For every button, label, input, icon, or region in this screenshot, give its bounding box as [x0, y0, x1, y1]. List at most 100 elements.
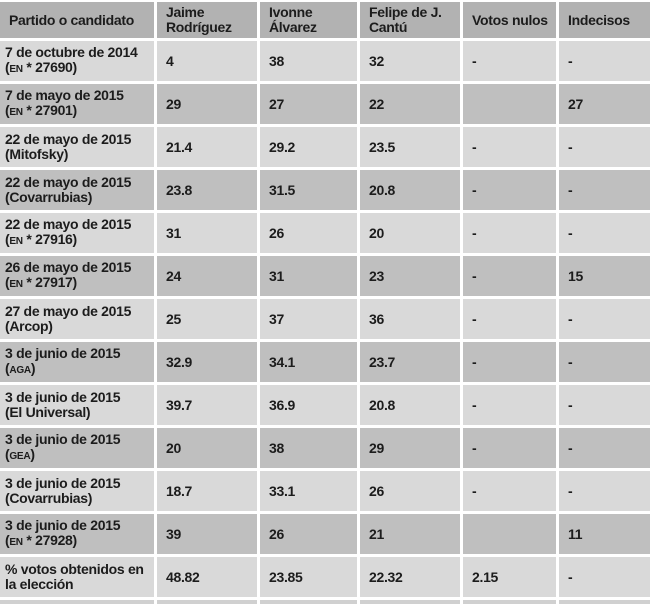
row-date-label: 22 de mayo de 2015 [5, 174, 132, 190]
column-header-indecisos: Indecisos [559, 2, 650, 38]
value-cell: 23.5 [360, 127, 460, 167]
value-cell: 20.8 [360, 170, 460, 210]
value-cell: - [463, 213, 556, 253]
value-cell: 22.32 [360, 557, 460, 597]
column-header-jaime-rodriguez: Jaime Rodríguez [157, 2, 257, 38]
row-source-label: (EN * 27917) [5, 274, 77, 291]
value-cell: - [463, 471, 556, 511]
value-cell: 26 [260, 514, 357, 554]
row-label-cell: 27 de mayo de 2015 (Arcop) [0, 299, 154, 339]
row-label-cell: 3 de junio de 2015 (El Universal) [0, 385, 154, 425]
value-cell: 31 [157, 213, 257, 253]
row-label-cell: 3 de junio de 2015 (GEA) [0, 428, 154, 468]
value-cell: 36.9 [260, 385, 357, 425]
value-cell: 34.1 [260, 342, 357, 382]
value-cell: 23.8 [157, 170, 257, 210]
column-header-label: Ivonne Álvarez [269, 4, 317, 35]
value-cell [463, 84, 556, 124]
value-cell: - [463, 385, 556, 425]
column-header-label: Votos nulos [472, 11, 548, 28]
row-date-label: 3 de junio de 2015 [5, 475, 121, 491]
partial-row-strip [360, 600, 460, 604]
column-header-felipe-cantu: Felipe de J. Cantú [360, 2, 460, 38]
value-cell: - [463, 41, 556, 81]
row-date-label: 22 de mayo de 2015 [5, 131, 132, 147]
value-cell: 23.85 [260, 557, 357, 597]
value-cell: 31 [260, 256, 357, 296]
value-cell: - [559, 385, 650, 425]
value-cell: 20 [157, 428, 257, 468]
value-cell: - [463, 170, 556, 210]
value-cell: - [559, 213, 650, 253]
row-label-cell: 3 de junio de 2015 (Covarrubias) [0, 471, 154, 511]
column-header-label: Partido o candidato [9, 11, 134, 28]
value-cell: - [559, 127, 650, 167]
row-source-label: (Covarrubias) [5, 490, 93, 506]
value-cell: - [559, 170, 650, 210]
value-cell: - [463, 342, 556, 382]
row-date-label: 22 de mayo de 2015 [5, 216, 132, 232]
row-label-cell: 22 de mayo de 2015 (EN * 27916) [0, 213, 154, 253]
row-label-cell: 26 de mayo de 2015 (EN * 27917) [0, 256, 154, 296]
row-source-label: (El Universal) [5, 404, 91, 420]
value-cell: 27 [559, 84, 650, 124]
partial-row-strip [463, 600, 556, 604]
column-header-ivonne-alvarez: Ivonne Álvarez [260, 2, 357, 38]
row-date-label: 27 de mayo de 2015 [5, 303, 132, 319]
value-cell: 29 [360, 428, 460, 468]
row-date-label: 3 de junio de 2015 [5, 345, 121, 361]
partial-row-strip [260, 600, 357, 604]
value-cell: 23 [360, 256, 460, 296]
value-cell: - [463, 127, 556, 167]
row-source-label: (EN * 27690) [5, 59, 77, 76]
value-cell: 21.4 [157, 127, 257, 167]
value-cell: 11 [559, 514, 650, 554]
row-date-label: 7 de mayo de 2015 [5, 87, 124, 103]
value-cell: 39 [157, 514, 257, 554]
value-cell: 24 [157, 256, 257, 296]
row-source-label: (EN * 27916) [5, 231, 77, 248]
row-date-label: 26 de mayo de 2015 [5, 259, 132, 275]
value-cell: 20 [360, 213, 460, 253]
row-source-label: (EN * 27928) [5, 532, 77, 549]
value-cell: 26 [260, 213, 357, 253]
row-label-cell: 7 de octubre de 2014 (EN * 27690) [0, 41, 154, 81]
value-cell: 48.82 [157, 557, 257, 597]
row-date-label: 3 de junio de 2015 [5, 517, 121, 533]
value-cell: 26 [360, 471, 460, 511]
row-date-label: 3 de junio de 2015 [5, 431, 121, 447]
row-source-label: (GEA) [5, 446, 35, 463]
value-cell: 29.2 [260, 127, 357, 167]
row-label-cell: 22 de mayo de 2015 (Mitofsky) [0, 127, 154, 167]
row-date-label: 3 de junio de 2015 [5, 389, 121, 405]
value-cell: 25 [157, 299, 257, 339]
column-header-partido: Partido o candidato [0, 2, 154, 38]
value-cell: 31.5 [260, 170, 357, 210]
column-header-label: Jaime Rodríguez [166, 4, 232, 35]
row-label-cell: % votos obtenidos en la elección [0, 557, 154, 597]
value-cell: - [559, 342, 650, 382]
partial-row-strip [559, 600, 650, 604]
row-date-label: % votos obtenidos en la elección [5, 561, 144, 592]
value-cell: - [463, 256, 556, 296]
value-cell: 15 [559, 256, 650, 296]
value-cell: 37 [260, 299, 357, 339]
value-cell: 38 [260, 428, 357, 468]
column-header-label: Felipe de J. Cantú [369, 4, 442, 35]
value-cell: 4 [157, 41, 257, 81]
value-cell: - [463, 428, 556, 468]
row-label-cell: 3 de junio de 2015 (EN * 27928) [0, 514, 154, 554]
value-cell: - [559, 557, 650, 597]
value-cell: - [559, 471, 650, 511]
value-cell: 29 [157, 84, 257, 124]
column-header-votos-nulos: Votos nulos [463, 2, 556, 38]
partial-row-strip [157, 600, 257, 604]
value-cell: - [559, 299, 650, 339]
partial-row-strip [0, 600, 154, 604]
value-cell: 38 [260, 41, 357, 81]
value-cell: 20.8 [360, 385, 460, 425]
value-cell: 36 [360, 299, 460, 339]
value-cell: 2.15 [463, 557, 556, 597]
